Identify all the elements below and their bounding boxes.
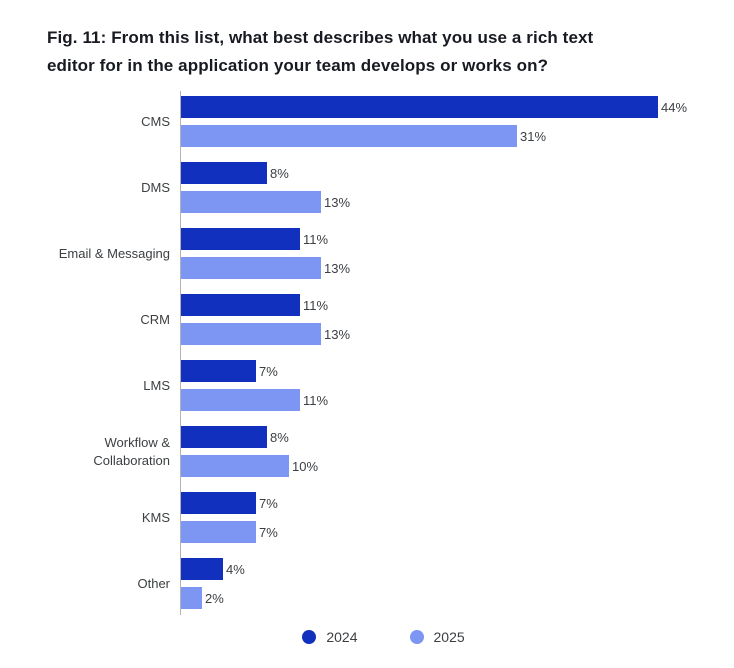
chart-row: LMS 7% 11% (47, 360, 720, 411)
bar-line: 44% (180, 96, 720, 118)
chart-row: KMS 7% 7% (47, 492, 720, 543)
value-label: 11% (303, 231, 329, 247)
value-label: 13% (324, 326, 351, 342)
value-label: 11% (303, 392, 329, 408)
legend-item-2024: 2024 (302, 629, 358, 645)
bar-group: 4% 2% (180, 558, 720, 609)
bar-group: 7% 7% (180, 492, 720, 543)
category-label: Workflow & Collaboration (93, 434, 170, 468)
bar-group: 11% 13% (180, 228, 720, 279)
bar-line: 13% (180, 257, 720, 279)
chart-row: CRM 11% 13% (47, 294, 720, 345)
legend-label-2024: 2024 (326, 629, 358, 645)
legend-item-2025: 2025 (409, 629, 465, 645)
bar-line: 7% (180, 492, 720, 514)
bar-2025 (180, 125, 517, 147)
value-label: 4% (226, 561, 245, 577)
bar-line: 13% (180, 323, 720, 345)
bar-2025 (180, 389, 300, 411)
chart-legend: 2024 2025 (47, 629, 720, 645)
bar-line: 11% (180, 294, 720, 316)
value-label: 13% (324, 260, 351, 276)
chart-row: Other 4% 2% (47, 558, 720, 609)
legend-dot-2025-icon (409, 630, 424, 644)
chart-row: CMS 44% 31% (47, 96, 720, 147)
value-label: 7% (259, 363, 278, 379)
category-label: CRM (140, 311, 170, 327)
value-label: 8% (270, 429, 289, 445)
category-label: Other (137, 575, 170, 591)
value-label: 7% (259, 495, 278, 511)
bar-line: 31% (180, 125, 720, 147)
bar-line: 8% (180, 162, 720, 184)
figure-title: Fig. 11: From this list, what best descr… (47, 28, 594, 75)
chart-row: DMS 8% 13% (47, 162, 720, 213)
bar-2025 (180, 323, 321, 345)
value-label: 10% (292, 458, 319, 474)
bar-2024 (180, 162, 267, 184)
bar-group: 11% 13% (180, 294, 720, 345)
bar-2025 (180, 257, 321, 279)
bar-line: 4% (180, 558, 720, 580)
value-label: 7% (259, 524, 278, 540)
chart-rows: CMS 44% 31% DMS 8% 13% Email & Messaging 11% 13%… (47, 91, 720, 615)
category-label: LMS (143, 377, 170, 393)
bar-line: 11% (180, 228, 720, 250)
bar-line: 2% (180, 587, 720, 609)
bar-2024 (180, 360, 256, 382)
value-label: 11% (303, 297, 329, 313)
bar-2024 (180, 558, 223, 580)
bar-group: 44% 31% (180, 96, 720, 147)
bar-line: 7% (180, 360, 720, 382)
bar-line: 10% (180, 455, 720, 477)
bar-line: 8% (180, 426, 720, 448)
bar-line: 11% (180, 389, 720, 411)
category-label: Email & Messaging (58, 245, 170, 261)
value-label: 8% (270, 165, 289, 181)
bar-2024 (180, 492, 256, 514)
bar-2025 (180, 191, 321, 213)
bar-chart: CMS 44% 31% DMS 8% 13% Email & Messaging 11% 13%… (47, 91, 720, 645)
legend-label-2025: 2025 (433, 629, 465, 645)
chart-row: Email & Messaging 11% 13% (47, 228, 720, 279)
bar-2025 (180, 587, 202, 609)
category-label: DMS (141, 179, 170, 195)
bar-line: 13% (180, 191, 720, 213)
bar-group: 7% 11% (180, 360, 720, 411)
category-label: KMS (141, 509, 170, 525)
bar-2025 (180, 521, 256, 543)
bar-2024 (180, 426, 267, 448)
bar-line: 7% (180, 521, 720, 543)
value-label: 44% (661, 99, 688, 115)
bar-2024 (180, 96, 658, 118)
category-label: CMS (141, 113, 170, 129)
bar-2024 (180, 294, 300, 316)
bar-2024 (180, 228, 300, 250)
value-label: 2% (205, 590, 224, 606)
legend-dot-2024-icon (302, 630, 317, 644)
value-label: 31% (520, 128, 547, 144)
value-label: 13% (324, 194, 351, 210)
bar-2025 (180, 455, 289, 477)
bar-group: 8% 13% (180, 162, 720, 213)
chart-row: Workflow & Collaboration 8% 10% (47, 426, 720, 477)
bar-group: 8% 10% (180, 426, 720, 477)
